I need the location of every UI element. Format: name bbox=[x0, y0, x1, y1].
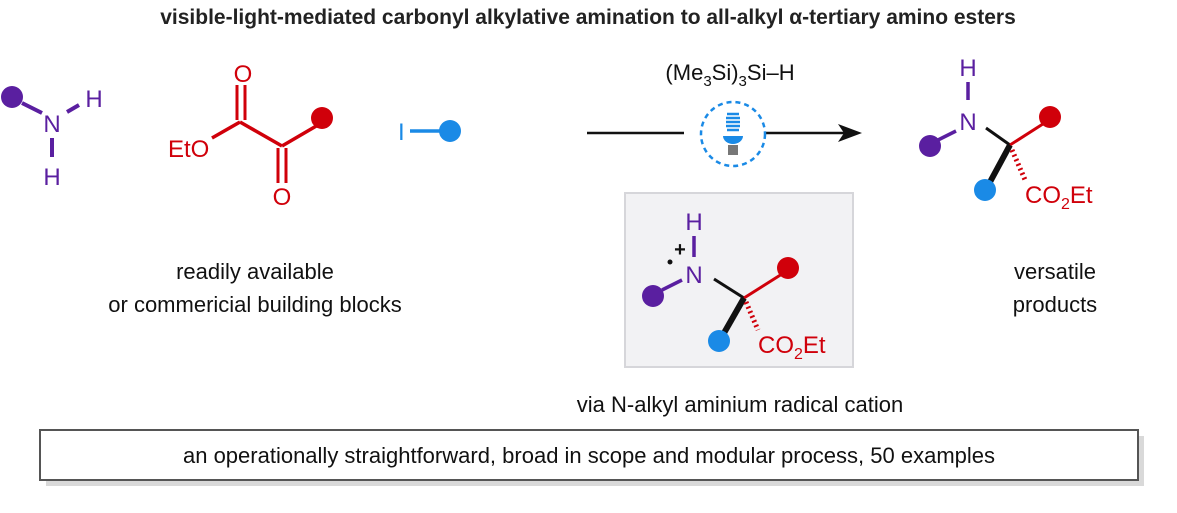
nitrogen-atom: N bbox=[685, 262, 702, 289]
hydrogen-atom: H bbox=[959, 55, 976, 82]
summary-box: an operationally straightforward, broad … bbox=[39, 429, 1144, 486]
intermediate-caption: via N-alkyl aminium radical cation bbox=[577, 392, 903, 417]
nitrogen-atom: N bbox=[959, 109, 976, 136]
product-label: products bbox=[1013, 292, 1097, 317]
oxygen-atom: O bbox=[234, 61, 253, 88]
light-bulb-icon bbox=[699, 100, 767, 168]
alkyl-group-dot bbox=[311, 107, 333, 129]
hydrogen-atom: H bbox=[85, 86, 102, 113]
product-structure: H N CO2Et bbox=[919, 55, 1093, 213]
ester-group: CO2Et bbox=[1025, 182, 1093, 213]
alkyl-iodide-reagent: I bbox=[398, 119, 461, 146]
iodine-atom: I bbox=[398, 119, 405, 146]
alkyl-group-dot bbox=[1, 86, 23, 108]
ketoester-reagent: EtO O O bbox=[168, 61, 333, 211]
alkyl-group-dot bbox=[708, 330, 730, 352]
ethoxy-group: EtO bbox=[168, 136, 209, 163]
nitrogen-atom: N bbox=[43, 111, 60, 138]
reaction-arrow bbox=[587, 124, 862, 142]
alkyl-group-dot bbox=[1039, 106, 1061, 128]
alkyl-group-dot bbox=[439, 120, 461, 142]
oxygen-atom: O bbox=[273, 184, 292, 211]
summary-text: an operationally straightforward, broad … bbox=[183, 443, 995, 468]
intermediate-box: H N + CO2Et bbox=[624, 192, 854, 368]
reagent-label: (Me3Si)3Si–H bbox=[665, 60, 794, 90]
radical-dot bbox=[667, 259, 673, 265]
ester-group: CO2Et bbox=[758, 332, 826, 363]
product-label: versatile bbox=[1014, 259, 1096, 284]
scheme-title: visible-light-mediated carbonyl alkylati… bbox=[160, 6, 1016, 29]
alkyl-group-dot bbox=[777, 257, 799, 279]
positive-charge: + bbox=[674, 239, 686, 261]
alkyl-group-dot bbox=[919, 135, 941, 157]
starting-materials-label: readily available bbox=[176, 259, 334, 284]
hydrogen-atom: H bbox=[43, 164, 60, 191]
alkyl-group-dot bbox=[974, 179, 996, 201]
alkyl-group-dot bbox=[642, 285, 664, 307]
hydrogen-atom: H bbox=[685, 209, 702, 236]
starting-materials-label: or commericial building blocks bbox=[108, 292, 401, 317]
amine-reagent: N H H bbox=[1, 86, 103, 191]
